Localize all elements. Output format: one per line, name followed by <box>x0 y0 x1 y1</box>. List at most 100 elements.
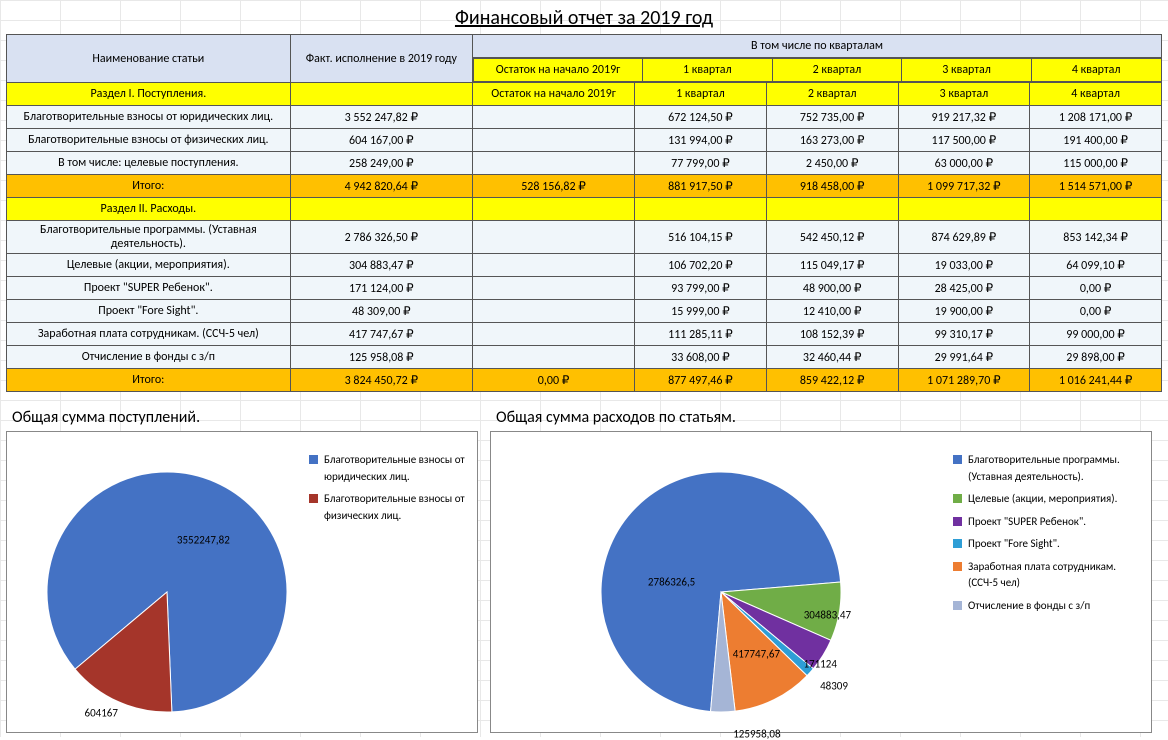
legend-label: Благотворительные взносы от физических л… <box>324 491 469 524</box>
cell-q1: 672 124,50 ₽ <box>635 106 767 129</box>
cell-name: Проект "Fore Sight". <box>7 300 291 323</box>
table-row: Проект "SUPER Ребенок". 171 124,00 ₽ 93 … <box>7 277 1162 300</box>
legend-swatch <box>953 539 962 548</box>
table-row: Целевые (акции, мероприятия). 304 883,47… <box>7 254 1162 277</box>
legend-item: Отчисление в фонды с з/п <box>953 598 1143 615</box>
legend-label: Целевые (акции, мероприятия). <box>968 491 1117 508</box>
cell-name: Целевые (акции, мероприятия). <box>7 254 291 277</box>
pie-label: 604167 <box>84 707 117 720</box>
legend-label: Заработная плата сотрудникам. (ССЧ-5 чел… <box>968 559 1143 592</box>
cell-bal <box>473 221 635 254</box>
section2-title: Раздел II. Расходы. <box>7 198 291 221</box>
legend-item: Целевые (акции, мероприятия). <box>953 491 1143 508</box>
cell-q4: 1 208 171,00 ₽ <box>1030 106 1162 129</box>
table-row: Благотворительные программы. (Уставная д… <box>7 221 1162 254</box>
chart2-title: Общая сумма расходов по статьям. <box>496 408 1152 427</box>
th-quarters: В том числе по кварталам <box>473 35 1162 58</box>
th-q3: 3 квартал <box>902 59 1032 82</box>
cell-name: Проект "SUPER Ребенок". <box>7 277 291 300</box>
cell-q2: 32 460,44 ₽ <box>766 346 898 369</box>
cell-bal <box>473 277 635 300</box>
cell-q3: 117 500,00 ₽ <box>898 129 1030 152</box>
cell-name: Благотворительные программы. (Уставная д… <box>7 221 291 254</box>
pie-label: 48309 <box>820 679 848 692</box>
cell-bal <box>473 323 635 346</box>
cell-q2: 115 049,17 ₽ <box>766 254 898 277</box>
legend-swatch <box>953 562 962 571</box>
pie-label: 125958,08 <box>733 727 780 740</box>
legend-item: Заработная плата сотрудникам. (ССЧ-5 чел… <box>953 559 1143 592</box>
cell-name: Заработная плата сотрудникам. (ССЧ-5 чел… <box>7 323 291 346</box>
section1-title: Раздел I. Поступления. <box>7 83 291 106</box>
chart1: 3552247,82 604167 Благотворительные взносы… <box>6 431 478 733</box>
cell-q3: 28 425,00 ₽ <box>898 277 1030 300</box>
cell-q4: 64 099,10 ₽ <box>1030 254 1162 277</box>
cell-q2: 12 410,00 ₽ <box>766 300 898 323</box>
pie-label: 171124 <box>803 657 836 670</box>
cell-fact: 3 552 247,82 ₽ <box>290 106 472 129</box>
cell-bal <box>473 129 635 152</box>
legend-swatch <box>953 455 962 464</box>
cell-bal <box>473 106 635 129</box>
cell-bal <box>473 152 635 175</box>
cell-bal <box>473 254 635 277</box>
cell-fact: 258 249,00 ₽ <box>290 152 472 175</box>
chart2: 2786326,5304883,4717112448309417747,6712… <box>490 431 1152 733</box>
cell-q4: 191 400,00 ₽ <box>1030 129 1162 152</box>
cell-q3: 19 033,00 ₽ <box>898 254 1030 277</box>
cell-fact: 2 786 326,50 ₽ <box>290 221 472 254</box>
cell-fact: 604 167,00 ₽ <box>290 129 472 152</box>
cell-q1: 93 799,00 ₽ <box>635 277 767 300</box>
th-q4: 4 квартал <box>1031 59 1161 82</box>
legend-swatch <box>953 494 962 503</box>
cell-q4: 115 000,00 ₽ <box>1030 152 1162 175</box>
pie-label: 3552247,82 <box>177 533 230 546</box>
legend-label: Благотворительные программы. (Уставная д… <box>968 452 1143 485</box>
cell-fact: 171 124,00 ₽ <box>290 277 472 300</box>
cell-q2: 163 273,00 ₽ <box>766 129 898 152</box>
cell-q1: 111 285,11 ₽ <box>635 323 767 346</box>
legend-swatch <box>309 455 318 464</box>
legend-swatch <box>953 601 962 610</box>
cell-fact: 125 958,08 ₽ <box>290 346 472 369</box>
th-fact: Факт. исполнение в 2019 году <box>290 35 472 83</box>
cell-name: Отчисление в фонды с з/п <box>7 346 291 369</box>
cell-name: В том числе: целевые поступления. <box>7 152 291 175</box>
cell-q1: 33 608,00 ₽ <box>635 346 767 369</box>
chart1-title: Общая сумма поступлений. <box>12 408 478 427</box>
legend-swatch <box>953 517 962 526</box>
cell-q4: 99 000,00 ₽ <box>1030 323 1162 346</box>
cell-q1: 15 999,00 ₽ <box>635 300 767 323</box>
cell-q1: 516 104,15 ₽ <box>635 221 767 254</box>
cell-fact: 417 747,67 ₽ <box>290 323 472 346</box>
cell-q4: 853 142,34 ₽ <box>1030 221 1162 254</box>
cell-q2: 542 450,12 ₽ <box>766 221 898 254</box>
cell-q3: 63 000,00 ₽ <box>898 152 1030 175</box>
cell-q1: 131 994,00 ₽ <box>635 129 767 152</box>
legend-item: Проект "Fore Sight". <box>953 536 1143 553</box>
report-title: Финансовый отчет за 2019 год <box>6 6 1162 30</box>
table-row: Заработная плата сотрудникам. (ССЧ-5 чел… <box>7 323 1162 346</box>
legend-label: Отчисление в фонды с з/п <box>968 598 1090 615</box>
cell-q2: 108 152,39 ₽ <box>766 323 898 346</box>
table-row: В том числе: целевые поступления. 258 24… <box>7 152 1162 175</box>
legend-label: Благотворительные взносы от юридических … <box>324 452 469 485</box>
pie-label: 304883,47 <box>804 609 851 622</box>
table-row: Отчисление в фонды с з/п 125 958,08 ₽ 33… <box>7 346 1162 369</box>
total-name: Итого: <box>7 175 291 198</box>
legend-label: Проект "SUPER Ребенок". <box>968 514 1086 531</box>
legend-swatch <box>309 494 318 503</box>
cell-q3: 919 217,32 ₽ <box>898 106 1030 129</box>
cell-q3: 874 629,89 ₽ <box>898 221 1030 254</box>
cell-q3: 19 900,00 ₽ <box>898 300 1030 323</box>
legend-label: Проект "Fore Sight". <box>968 536 1060 553</box>
pie-label: 417747,67 <box>733 647 780 660</box>
cell-q2: 752 735,00 ₽ <box>766 106 898 129</box>
cell-q2: 48 900,00 ₽ <box>766 277 898 300</box>
th-balance: Остаток на начало 2019г <box>474 59 643 82</box>
legend-item: Благотворительные взносы от юридических … <box>309 452 469 485</box>
cell-q4: 29 898,00 ₽ <box>1030 346 1162 369</box>
cell-q2: 2 450,00 ₽ <box>766 152 898 175</box>
cell-q3: 29 991,64 ₽ <box>898 346 1030 369</box>
cell-q4: 0,00 ₽ <box>1030 300 1162 323</box>
